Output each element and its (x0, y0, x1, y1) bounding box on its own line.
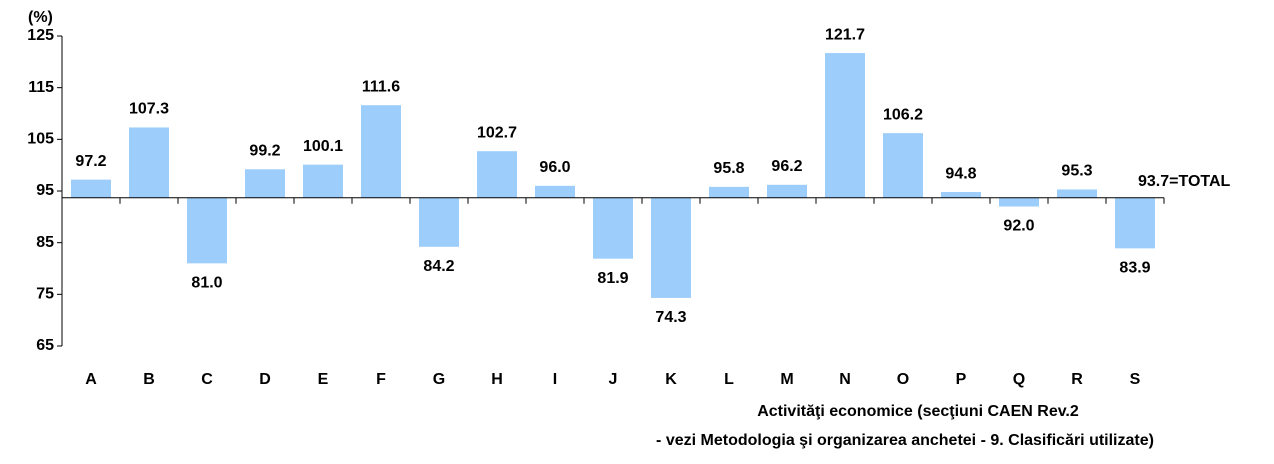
value-label: 92.0 (1003, 218, 1034, 235)
bar (419, 197, 459, 247)
x-tick-label: K (665, 371, 677, 388)
x-tick-label: N (839, 371, 851, 388)
bar (883, 133, 923, 198)
x-tick-label: A (85, 371, 97, 388)
bar (651, 197, 691, 298)
bar (187, 197, 227, 264)
bar (477, 151, 517, 198)
y-tick-label: 65 (36, 337, 54, 354)
value-label: 100.1 (303, 138, 343, 155)
x-tick-label: L (724, 371, 734, 388)
value-label: 96.2 (771, 158, 802, 175)
value-label: 107.3 (129, 101, 169, 118)
bar (1115, 197, 1155, 249)
value-label: 95.3 (1061, 163, 1092, 180)
y-tick-label: 125 (27, 27, 54, 44)
x-tick-label: S (1130, 371, 1141, 388)
bar (593, 197, 633, 259)
y-tick-label: 105 (27, 131, 54, 148)
x-tick-label: M (780, 371, 793, 388)
y-axis-label: (%) (28, 9, 53, 26)
y-tick-label: 85 (36, 234, 54, 251)
x-tick-label: E (318, 371, 329, 388)
x-tick-label: I (553, 371, 557, 388)
value-label: 74.3 (655, 309, 686, 326)
bar (825, 53, 865, 198)
bar (303, 164, 343, 198)
x-tick-label: D (259, 371, 271, 388)
value-label: 81.9 (597, 270, 628, 287)
x-tick-label: B (143, 371, 155, 388)
bar (709, 186, 749, 198)
y-tick-label: 115 (28, 79, 54, 96)
value-label: 94.8 (945, 165, 976, 182)
x-tick-label: O (897, 371, 909, 388)
value-label: 83.9 (1119, 260, 1150, 277)
x-tick-label: C (201, 371, 213, 388)
y-tick-label: 95 (36, 182, 54, 199)
y-tick-label: 75 (36, 286, 54, 303)
bar (129, 127, 169, 198)
bar (767, 184, 807, 198)
x-tick-label: P (956, 371, 967, 388)
value-label: 81.0 (191, 275, 222, 292)
x-tick-label: J (609, 371, 618, 388)
value-label: 84.2 (423, 258, 454, 275)
bar (361, 105, 401, 198)
value-label: 96.0 (539, 159, 570, 176)
value-label: 106.2 (883, 106, 923, 123)
value-label: 95.8 (713, 160, 744, 177)
value-label: 99.2 (249, 143, 280, 160)
x-tick-label: R (1071, 371, 1083, 388)
baseline-label: 93.7=TOTAL (1138, 173, 1231, 190)
x-tick-label: G (433, 371, 445, 388)
value-label: 97.2 (75, 153, 106, 170)
x-tick-label: Q (1013, 371, 1025, 388)
value-label: 121.7 (825, 26, 865, 43)
bar (71, 179, 111, 198)
bar (535, 185, 575, 198)
bar (999, 197, 1039, 207)
x-tick-label: F (376, 371, 386, 388)
x-axis-label: - vezi Metodologia şi organizarea anchet… (656, 432, 1154, 449)
bar (245, 169, 285, 198)
value-label: 102.7 (477, 124, 517, 141)
x-tick-label: H (491, 371, 503, 388)
bar (1057, 189, 1097, 198)
x-axis-label: Activităţi economice (secţiuni CAEN Rev.… (757, 403, 1079, 420)
bar (941, 192, 981, 198)
value-label: 111.6 (362, 78, 400, 95)
